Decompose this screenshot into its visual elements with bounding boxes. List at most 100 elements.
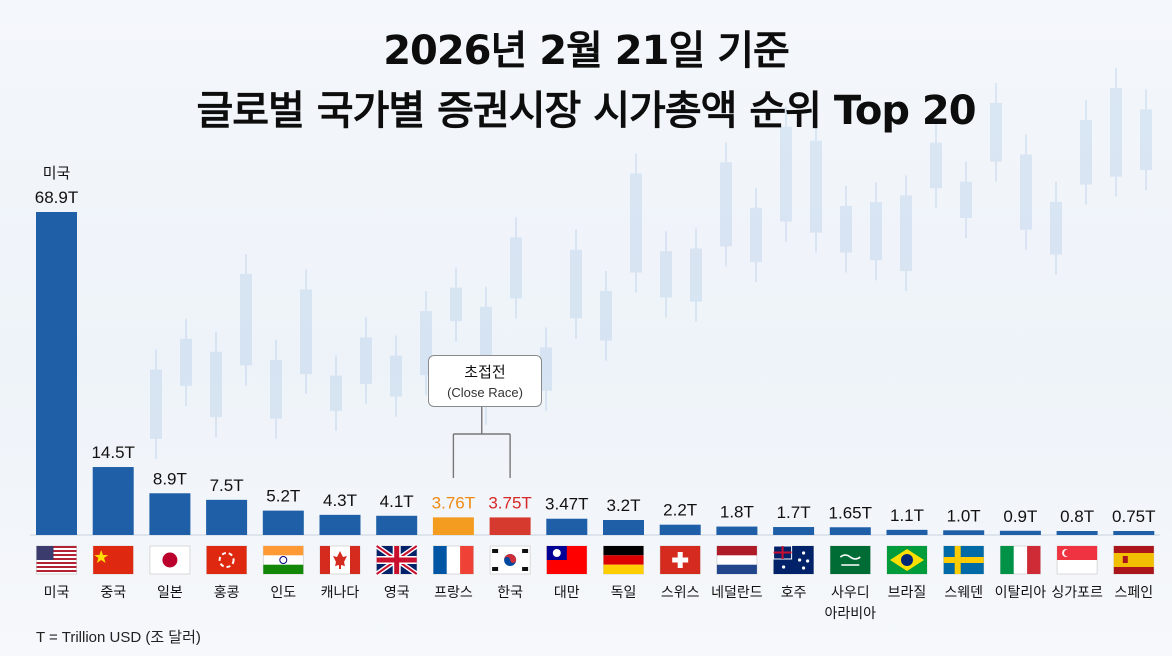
- bg-candle: [990, 82, 1002, 182]
- bar: [206, 499, 248, 535]
- close-race-bracket: [452, 407, 511, 478]
- bg-candle: [180, 318, 192, 406]
- country-label: 브라질: [888, 585, 927, 601]
- country-label: 이탈리아: [995, 585, 1047, 601]
- country-label: 스위스: [661, 585, 700, 601]
- value-label: 2.2T: [663, 501, 697, 520]
- korea-flag-icon: [489, 545, 531, 575]
- top-bar-country-label: 미국: [43, 164, 71, 182]
- bg-candle: [210, 331, 222, 438]
- value-label: 5.2T: [266, 487, 300, 506]
- country-label: 홍콩: [214, 585, 240, 601]
- country-label: 프랑스: [434, 585, 473, 601]
- value-label: 1.1T: [890, 506, 924, 525]
- bg-candle: [660, 231, 672, 318]
- sweden-flag-icon: [943, 545, 985, 575]
- chart-title-line-2: 글로벌 국가별 증권시장 시가총액 순위 Top 20: [196, 88, 976, 134]
- bg-candle: [1050, 181, 1062, 275]
- bar: [886, 529, 928, 535]
- bg-candle: [450, 267, 462, 342]
- bg-candle: [240, 253, 252, 386]
- bg-candle: [1020, 134, 1032, 250]
- bar: [603, 519, 644, 535]
- value-label: 0.8T: [1060, 507, 1094, 526]
- germany-flag-icon: [603, 545, 644, 575]
- bar: [716, 526, 758, 535]
- bg-candle: [540, 327, 552, 411]
- australia-flag-icon: [773, 545, 814, 575]
- bar: [319, 514, 361, 535]
- bg-candle: [750, 187, 762, 283]
- bg-candle: [840, 185, 852, 273]
- france-flag-icon: [432, 545, 474, 575]
- close-race-english-label: (Close Race): [447, 385, 523, 400]
- bg-candle: [960, 161, 972, 239]
- value-label: 1.65T: [829, 503, 872, 522]
- netherlands-flag-icon: [716, 545, 758, 575]
- country-label: 호주: [781, 585, 807, 601]
- brazil-flag-icon: [886, 545, 928, 575]
- bar: [659, 524, 701, 535]
- spain-flag-icon: [1113, 545, 1155, 575]
- bar: [773, 527, 815, 535]
- bg-candle: [930, 122, 942, 209]
- value-label: 3.76T: [432, 493, 475, 512]
- bg-candle: [780, 106, 792, 242]
- bg-candle: [810, 120, 822, 253]
- uk-flag-icon: [375, 543, 419, 577]
- bar: [1113, 531, 1155, 535]
- country-label: 싱가포르: [1051, 585, 1103, 601]
- value-label: 1.0T: [947, 506, 981, 525]
- country-label-line-2: 아라비아: [825, 606, 877, 622]
- bg-candle: [1140, 89, 1152, 191]
- bg-candle: [510, 217, 522, 319]
- bar: [36, 212, 77, 535]
- taiwan-flag-icon: [546, 545, 588, 575]
- bg-candle: [900, 175, 912, 292]
- country-label: 영국: [384, 585, 410, 601]
- bg-candle: [1080, 99, 1092, 205]
- bg-candle: [390, 335, 402, 417]
- bar: [262, 510, 304, 535]
- country-label: 스웨덴: [944, 585, 983, 601]
- bar: [92, 467, 134, 535]
- value-label: 14.5T: [91, 443, 134, 462]
- india-flag-icon: [262, 545, 304, 575]
- bg-candle: [720, 142, 732, 267]
- japan-flag-icon: [149, 545, 191, 575]
- saudi-arabia-flag-icon: [829, 545, 871, 575]
- value-label: 1.7T: [777, 503, 811, 522]
- switzerland-flag-icon: [659, 545, 701, 575]
- china-flag-icon: [92, 545, 134, 575]
- bar: [943, 530, 985, 535]
- bar: [432, 517, 474, 535]
- bg-candle: [330, 355, 342, 431]
- bg-candle: [870, 182, 882, 281]
- country-label: 대만: [554, 585, 580, 601]
- hong-kong-flag-icon: [206, 545, 248, 575]
- country-label: 일본: [157, 585, 183, 601]
- close-race-korean-label: 초접전: [464, 363, 506, 381]
- bar: [999, 530, 1041, 535]
- value-label: 8.9T: [153, 469, 187, 488]
- country-label: 캐나다: [321, 585, 360, 601]
- value-label: 0.9T: [1003, 507, 1037, 526]
- close-race-callout: 초접전 (Close Race): [428, 355, 542, 407]
- country-label: 스페인: [1114, 585, 1153, 601]
- value-label: 4.3T: [323, 491, 357, 510]
- value-label: 7.5T: [210, 476, 244, 495]
- country-label: 네덜란드: [711, 585, 763, 601]
- value-label: 4.1T: [380, 492, 414, 511]
- bg-candle: [270, 339, 282, 439]
- bg-candle: [630, 153, 642, 293]
- unit-footnote: T = Trillion USD (조 달러): [36, 629, 201, 646]
- us-flag-icon: [36, 545, 77, 575]
- bg-candle: [150, 349, 162, 459]
- bg-candle: [360, 317, 372, 404]
- country-label: 중국: [100, 585, 126, 601]
- country-label: 한국: [497, 585, 523, 601]
- italy-flag-icon: [1000, 545, 1041, 575]
- bar: [149, 493, 191, 535]
- bar: [489, 517, 531, 535]
